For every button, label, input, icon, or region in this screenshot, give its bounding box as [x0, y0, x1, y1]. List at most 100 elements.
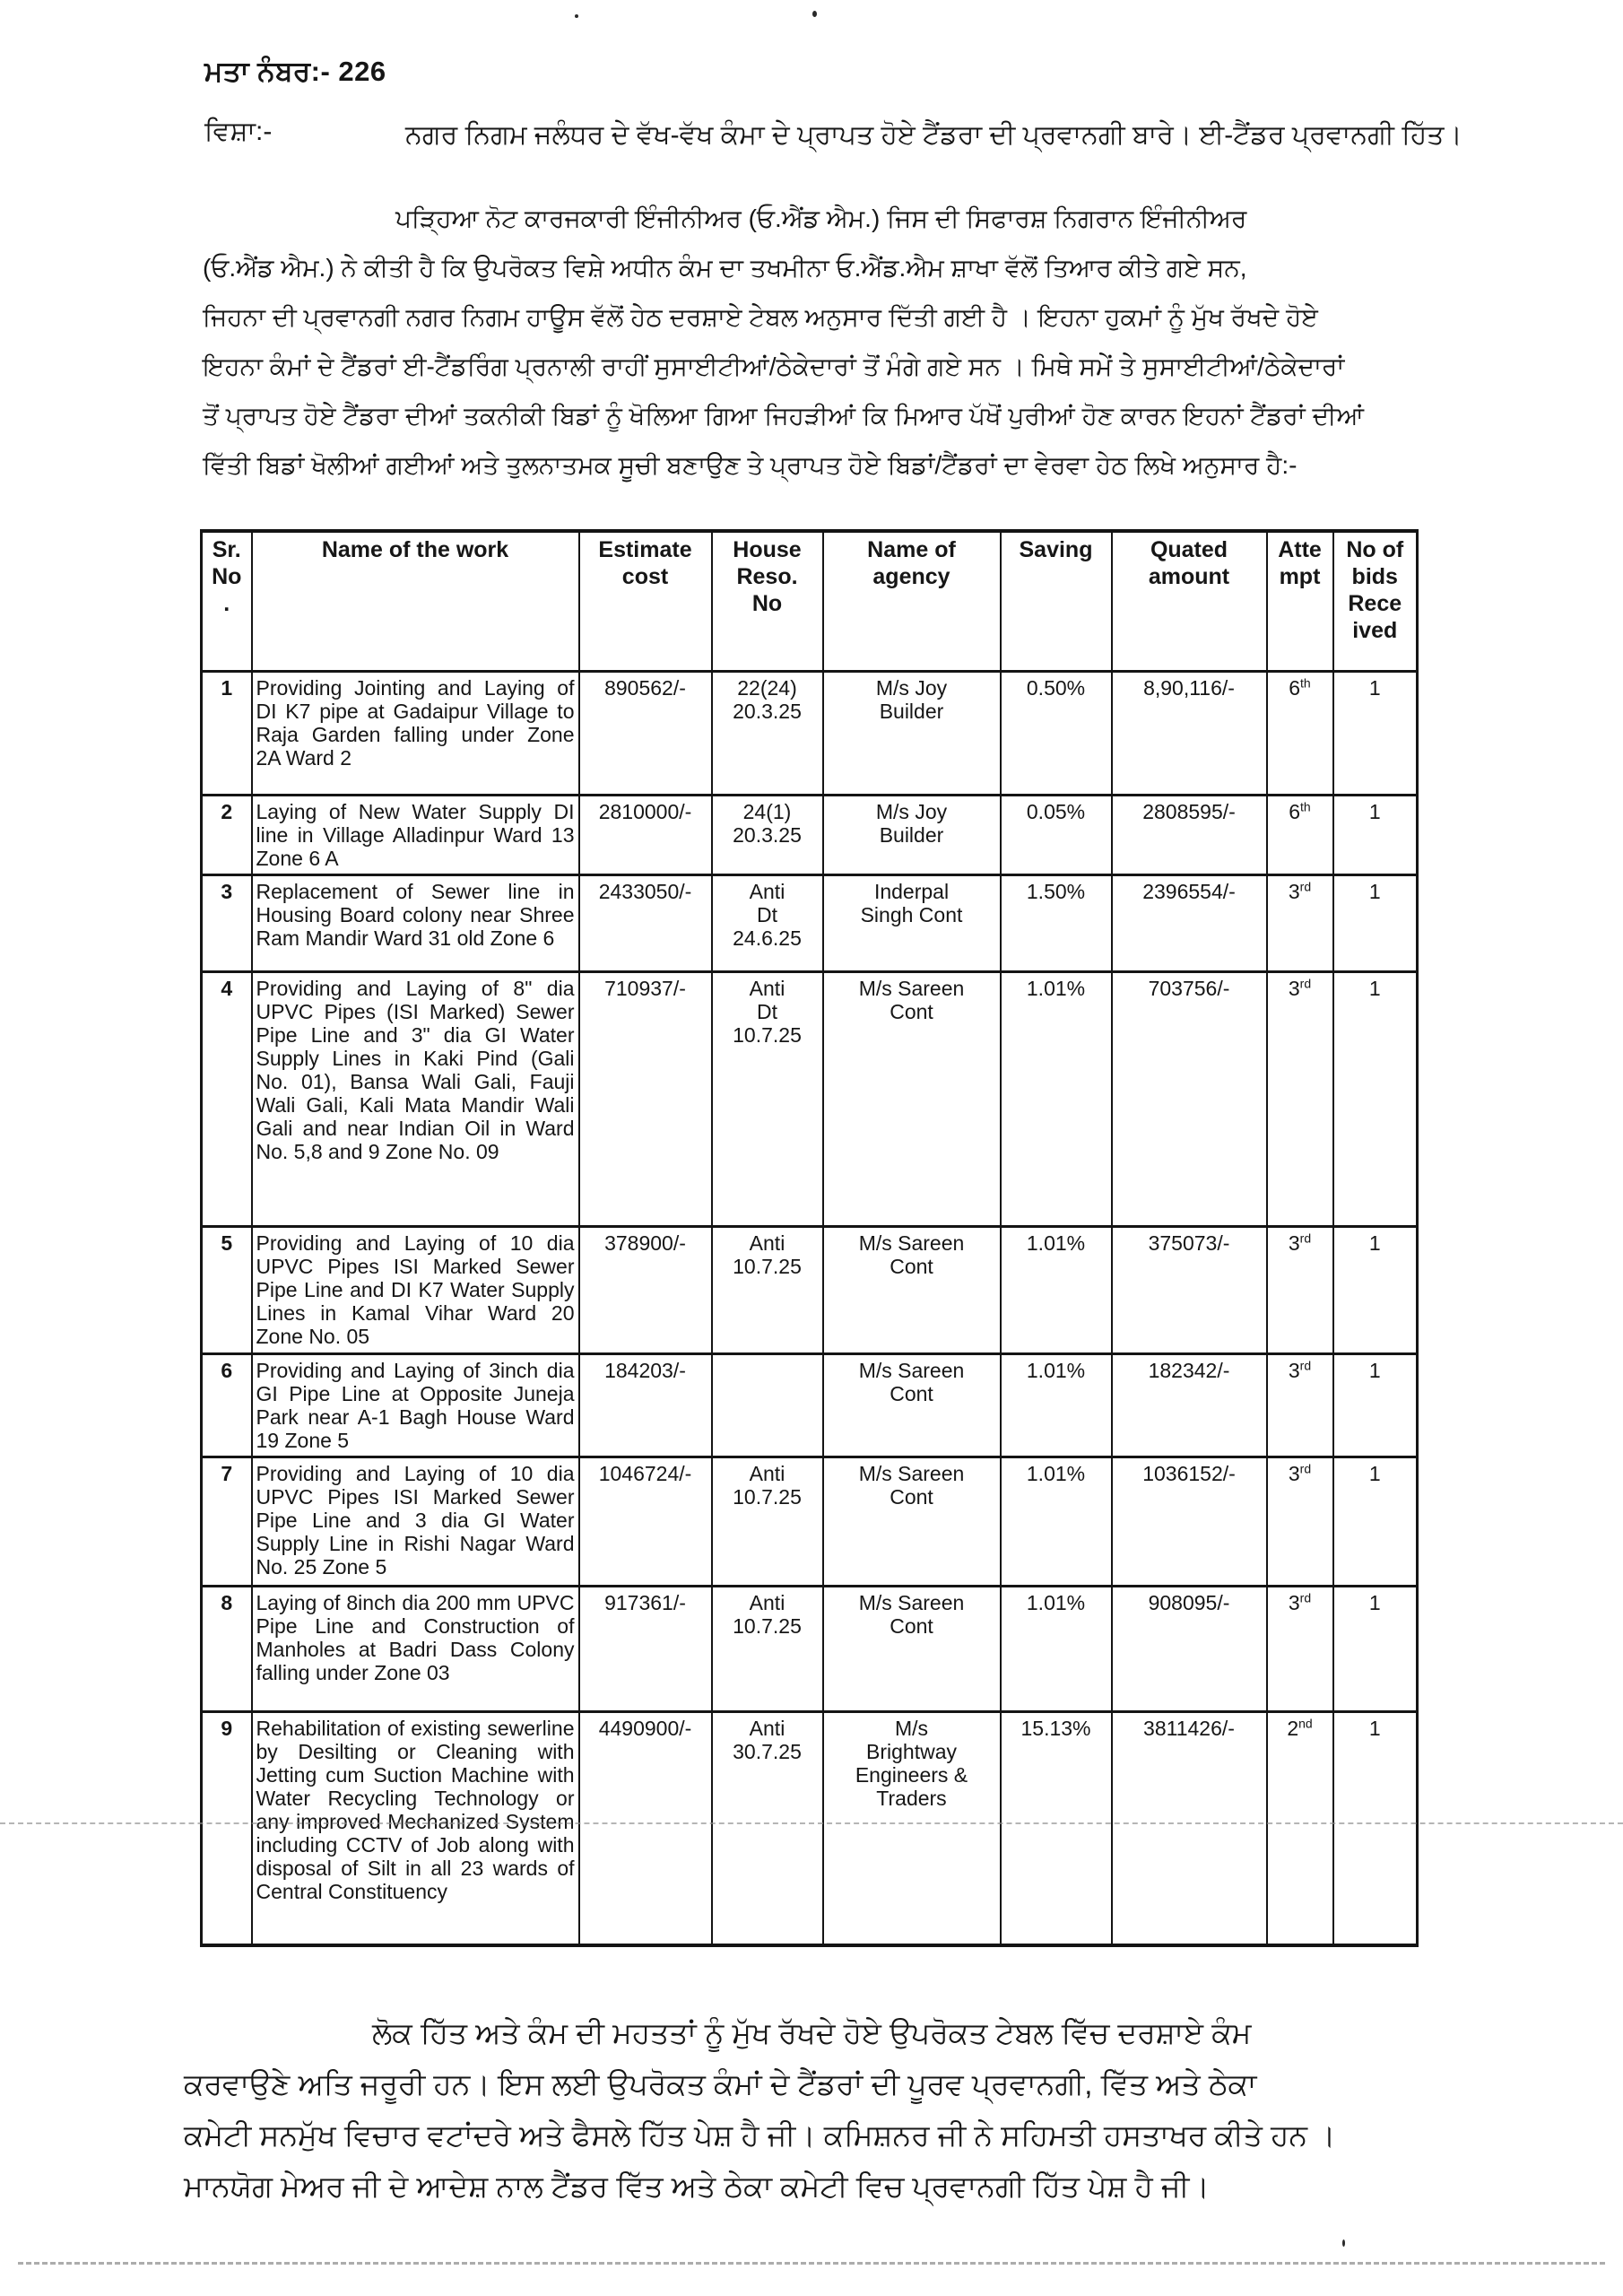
header-cell-sr-no: Sr. No .	[200, 529, 253, 673]
attempt-ordinal-suffix: rd	[1299, 879, 1312, 894]
cell-saving: 0.50%	[999, 670, 1113, 796]
cell-attempt: 3rd	[1265, 1352, 1334, 1458]
attempt-number: 6	[1289, 676, 1301, 700]
cell-estimate-cost: 4490900/-	[577, 1710, 713, 1947]
cell-name-of-agency: M/s Joy Builder	[821, 670, 1002, 796]
subject-label: ਵਿਸ਼ਾ:-	[204, 117, 273, 146]
cell-name-of-agency: M/s Joy Builder	[821, 794, 1002, 876]
header-cell-saving: Saving	[999, 529, 1113, 673]
cell-saving: 1.01%	[999, 970, 1113, 1228]
attempt-ordinal-suffix: th	[1300, 675, 1311, 691]
cell-name-of-work: Providing and Laying of 10 dia UPVC Pipe…	[250, 1456, 580, 1587]
attempt-number: 3	[1288, 1591, 1300, 1614]
cell-name-of-agency: M/s Sareen Cont	[821, 1456, 1002, 1587]
cell-sr-no: 8	[200, 1585, 253, 1713]
attempt-number: 3	[1288, 1462, 1300, 1485]
cell-sr-no: 2	[200, 794, 253, 876]
motion-number: ਮਤਾ ਨੰਬਰ:- 226	[204, 56, 386, 87]
table-body: 1 Providing Jointing and Laying of DI K7…	[200, 670, 1419, 1947]
cell-no-of-bids: 1	[1332, 794, 1419, 876]
cell-name-of-work: Providing Jointing and Laying of DI K7 p…	[250, 670, 580, 796]
cell-attempt: 3rd	[1265, 1225, 1334, 1355]
cell-house-reso-no: 22(24) 20.3.25	[710, 670, 824, 796]
tender-table: Sr. No . Name of the work Estimate cost …	[200, 529, 1419, 1947]
attempt-number: 3	[1288, 1359, 1300, 1382]
cell-name-of-agency: Inderpal Singh Cont	[821, 874, 1002, 973]
fold-line-artifact	[0, 1822, 1623, 1824]
cell-estimate-cost: 2433050/-	[577, 874, 713, 973]
header-cell-house-reso-no: House Reso. No	[710, 529, 824, 673]
cell-no-of-bids: 1	[1332, 1710, 1419, 1947]
cell-estimate-cost: 710937/-	[577, 970, 713, 1228]
cell-sr-no: 6	[200, 1352, 253, 1458]
cell-quoted-amount: 2396554/-	[1110, 874, 1268, 973]
attempt-number: 6	[1289, 800, 1301, 823]
cell-estimate-cost: 378900/-	[577, 1225, 713, 1355]
intro-paragraph: ਪੜ੍ਹਿਆ ਨੋਟ ਕਾਰਜਕਾਰੀ ਇੰਜੀਨੀਅਰ (ਓ.ਐਂਡ ਐਮ.)…	[203, 204, 1364, 479]
cell-name-of-work: Providing and Laying of 8" dia UPVC Pipe…	[250, 970, 580, 1228]
cell-attempt: 3rd	[1265, 874, 1334, 973]
cell-house-reso-no: Anti 10.7.25	[710, 1456, 824, 1587]
cell-quoted-amount: 8,90,116/-	[1110, 670, 1268, 796]
cell-attempt: 6th	[1265, 670, 1334, 796]
header-cell-name-of-agency: Name of agency	[821, 529, 1002, 673]
scan-speck	[575, 14, 578, 18]
table-row: 8 Laying of 8inch dia 200 mm UPVC Pipe L…	[200, 1585, 1419, 1713]
cell-quoted-amount: 703756/-	[1110, 970, 1268, 1228]
cell-name-of-agency: M/s Sareen Cont	[821, 1352, 1002, 1458]
attempt-ordinal-suffix: rd	[1299, 1590, 1312, 1605]
table-row: 7 Providing and Laying of 10 dia UPVC Pi…	[200, 1456, 1419, 1587]
cell-saving: 1.01%	[999, 1585, 1113, 1713]
cell-attempt: 3rd	[1265, 1456, 1334, 1587]
cell-name-of-work: Providing and Laying of 3inch dia GI Pip…	[250, 1352, 580, 1458]
header-cell-estimate-cost: Estimate cost	[577, 529, 713, 673]
cell-sr-no: 5	[200, 1225, 253, 1355]
attempt-ordinal-suffix: th	[1300, 799, 1311, 814]
cell-saving: 1.01%	[999, 1352, 1113, 1458]
scan-speck	[1342, 2239, 1345, 2247]
cell-no-of-bids: 1	[1332, 970, 1419, 1228]
cell-attempt: 6th	[1265, 794, 1334, 876]
cell-no-of-bids: 1	[1332, 1225, 1419, 1355]
cell-house-reso-no: Anti 10.7.25	[710, 1585, 824, 1713]
cell-sr-no: 7	[200, 1456, 253, 1587]
cell-name-of-work: Laying of 8inch dia 200 mm UPVC Pipe Lin…	[250, 1585, 580, 1713]
cell-quoted-amount: 375073/-	[1110, 1225, 1268, 1355]
scan-speck	[812, 11, 817, 17]
cell-name-of-agency: M/s Brightway Engineers & Traders	[821, 1710, 1002, 1947]
table-row: 9 Rehabilitation of existing sewerline b…	[200, 1710, 1419, 1947]
cell-saving: 1.01%	[999, 1225, 1113, 1355]
cell-house-reso-no: Anti Dt 24.6.25	[710, 874, 824, 973]
cell-quoted-amount: 1036152/-	[1110, 1456, 1268, 1587]
attempt-number: 3	[1288, 977, 1300, 1000]
cell-no-of-bids: 1	[1332, 1585, 1419, 1713]
table-row: 4 Providing and Laying of 8" dia UPVC Pi…	[200, 970, 1419, 1228]
cell-no-of-bids: 1	[1332, 874, 1419, 973]
cell-saving: 15.13%	[999, 1710, 1113, 1947]
table-row: 5 Providing and Laying of 10 dia UPVC Pi…	[200, 1225, 1419, 1355]
cell-quoted-amount: 182342/-	[1110, 1352, 1268, 1458]
cell-no-of-bids: 1	[1332, 670, 1419, 796]
cell-house-reso-no: Anti Dt 10.7.25	[710, 970, 824, 1228]
cell-sr-no: 3	[200, 874, 253, 973]
table-header-row: Sr. No . Name of the work Estimate cost …	[200, 529, 1419, 673]
table-row: 1 Providing Jointing and Laying of DI K7…	[200, 670, 1419, 796]
cell-house-reso-no: Anti 10.7.25	[710, 1225, 824, 1355]
attempt-ordinal-suffix: nd	[1298, 1716, 1313, 1731]
cell-saving: 1.01%	[999, 1456, 1113, 1587]
cell-no-of-bids: 1	[1332, 1352, 1419, 1458]
cell-quoted-amount: 2808595/-	[1110, 794, 1268, 876]
attempt-ordinal-suffix: rd	[1299, 1231, 1312, 1246]
table-row: 6 Providing and Laying of 3inch dia GI P…	[200, 1352, 1419, 1458]
attempt-ordinal-suffix: rd	[1299, 1358, 1312, 1373]
cell-house-reso-no: Anti 30.7.25	[710, 1710, 824, 1947]
cell-saving: 0.05%	[999, 794, 1113, 876]
cell-saving: 1.50%	[999, 874, 1113, 973]
header-cell-quoted-amount: Quated amount	[1110, 529, 1268, 673]
attempt-ordinal-suffix: rd	[1299, 1461, 1312, 1476]
attempt-number: 3	[1288, 880, 1300, 903]
cell-name-of-work: Rehabilitation of existing sewerline by …	[250, 1710, 580, 1947]
cell-sr-no: 1	[200, 670, 253, 796]
cell-name-of-work: Replacement of Sewer line in Housing Boa…	[250, 874, 580, 973]
